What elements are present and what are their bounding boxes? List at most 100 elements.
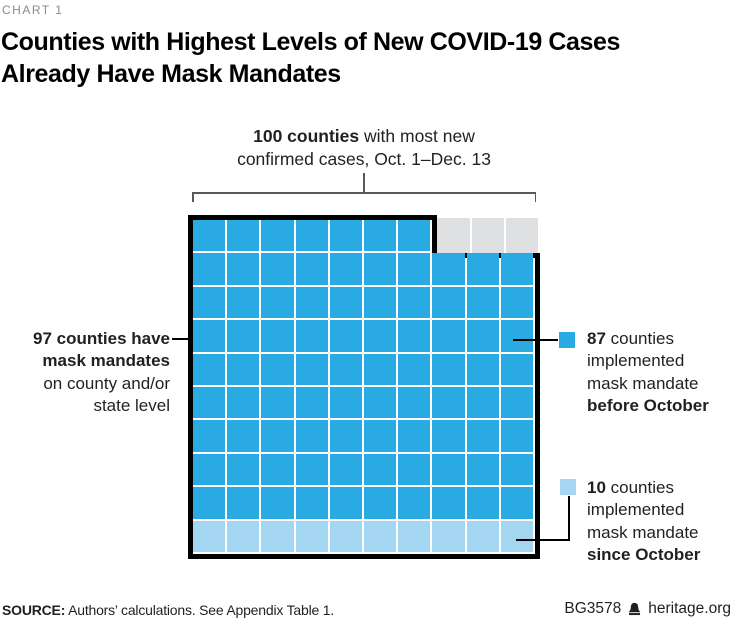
waffle-cell — [261, 220, 294, 252]
waffle-cell — [193, 353, 226, 385]
bracket-right-tick — [534, 192, 536, 202]
waffle-cell — [432, 520, 465, 552]
waffle-cell — [227, 253, 260, 285]
waffle-cell — [432, 387, 465, 419]
waffle-cell — [193, 220, 226, 252]
legend-before-line1: 87 counties — [587, 329, 674, 348]
waffle-cell — [329, 253, 362, 285]
waffle-cell — [364, 387, 397, 419]
waffle-cell — [432, 353, 465, 385]
legend-since-connector-horizontal — [516, 539, 570, 541]
waffle-cell — [329, 220, 362, 252]
waffle-cell — [261, 387, 294, 419]
waffle-cell — [193, 520, 226, 552]
waffle-cell — [505, 218, 538, 254]
waffle-cell — [329, 453, 362, 486]
waffle-cell — [364, 286, 397, 319]
waffle-cell — [227, 220, 260, 252]
waffle-cell — [500, 520, 533, 552]
heritage-site-link[interactable]: heritage.org — [648, 600, 731, 617]
waffle-cell — [295, 353, 328, 385]
waffle-cell — [432, 286, 465, 319]
bracket-annotation-line1: 100 counties with most new — [253, 126, 475, 146]
waffle-cell — [398, 286, 431, 319]
legend-since-line2: implemented — [587, 500, 685, 520]
waffle-cell — [432, 487, 465, 519]
waffle-cell — [466, 353, 499, 385]
waffle-cell — [261, 253, 294, 285]
waffle-cell — [193, 387, 226, 419]
waffle-cell — [466, 320, 499, 352]
waffle-cell — [329, 320, 362, 352]
left-annotation: 97 counties have mask mandates on county… — [0, 328, 170, 418]
waffle-cell — [398, 420, 431, 452]
waffle-cell — [500, 286, 533, 319]
legend-since-connector-vertical — [568, 496, 570, 541]
waffle-cell — [329, 520, 362, 552]
waffle-cell — [261, 520, 294, 552]
legend-since-line1: 10 counties — [587, 478, 674, 497]
report-id: BG3578 — [564, 600, 622, 617]
legend-before-swatch — [559, 332, 575, 348]
legend-before-label: 87 counties implemented mask mandate bef… — [587, 328, 734, 418]
waffle-cell — [295, 320, 328, 352]
waffle-cell — [261, 320, 294, 352]
waffle-cell — [432, 253, 465, 285]
waffle-cell — [432, 453, 465, 486]
waffle-cell — [261, 487, 294, 519]
waffle-cell — [193, 253, 226, 285]
waffle-cell — [364, 320, 397, 352]
waffle-cell — [364, 453, 397, 486]
waffle-cell — [398, 320, 431, 352]
waffle-cell — [466, 487, 499, 519]
chart-title-line1: Counties with Highest Levels of New COVI… — [1, 28, 621, 56]
left-annotation-line1: 97 counties have — [32, 329, 170, 348]
waffle-cell — [500, 253, 533, 285]
waffle-cell — [364, 420, 397, 452]
waffle-cell — [364, 353, 397, 385]
legend-since-label: 10 counties implemented mask mandate sin… — [587, 477, 734, 567]
waffle-cell — [398, 453, 431, 486]
legend-before-line3: mask mandate — [587, 373, 699, 393]
liberty-bell-icon — [627, 602, 642, 617]
waffle-cell — [329, 420, 362, 452]
waffle-cell — [329, 387, 362, 419]
grid-border-left — [188, 215, 193, 559]
waffle-cell — [227, 453, 260, 486]
waffle-cell — [227, 387, 260, 419]
waffle-cell — [398, 520, 431, 552]
legend-before-line4: before October — [587, 396, 709, 416]
left-annotation-line3: on county and/or — [43, 373, 170, 393]
waffle-cell — [261, 420, 294, 452]
waffle-cell — [329, 286, 362, 319]
waffle-cell — [398, 387, 431, 419]
waffle-cell — [364, 520, 397, 552]
waffle-cell — [500, 387, 533, 419]
legend-before-line2: implemented — [587, 351, 685, 371]
footer-branding: BG3578 heritage.org — [564, 600, 731, 618]
bracket-annotation-line2: confirmed cases, Oct. 1–Dec. 13 — [237, 149, 491, 169]
waffle-cell — [364, 253, 397, 285]
waffle-cell — [261, 286, 294, 319]
waffle-cell — [398, 220, 431, 252]
waffle-cell — [227, 420, 260, 452]
waffle-cell — [500, 487, 533, 519]
waffle-cell — [295, 253, 328, 285]
left-annotation-line2: mask mandates — [42, 351, 170, 371]
waffle-cell — [432, 420, 465, 452]
waffle-cell — [295, 520, 328, 552]
waffle-cell — [500, 420, 533, 452]
legend-since-line4: since October — [587, 545, 701, 565]
bracket-bar-line — [192, 192, 536, 194]
waffle-cell — [227, 353, 260, 385]
waffle-cell — [295, 487, 328, 519]
waffle-cell — [329, 487, 362, 519]
waffle-cell — [432, 320, 465, 352]
waffle-cell — [471, 218, 504, 254]
waffle-cell — [500, 353, 533, 385]
waffle-cell — [466, 253, 499, 285]
waffle-cell — [398, 353, 431, 385]
waffle-cell — [295, 220, 328, 252]
waffle-cell — [364, 220, 397, 252]
